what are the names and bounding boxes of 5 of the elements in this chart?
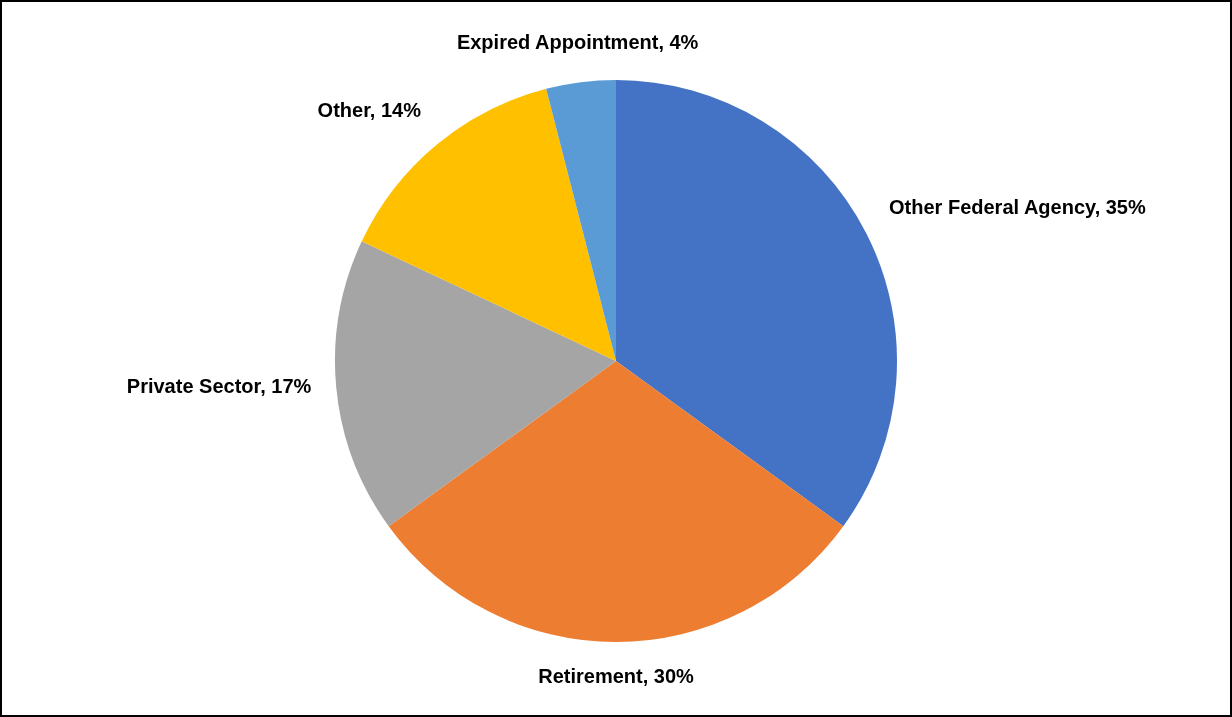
slice-label: Other Federal Agency, 35%: [889, 195, 1146, 218]
slice-label: Private Sector, 17%: [126, 375, 312, 398]
slice-label: Retirement, 30%: [538, 664, 695, 687]
slice-label: Expired Appointment, 4%: [456, 30, 699, 53]
slice-label: Other, 14%: [317, 98, 422, 121]
